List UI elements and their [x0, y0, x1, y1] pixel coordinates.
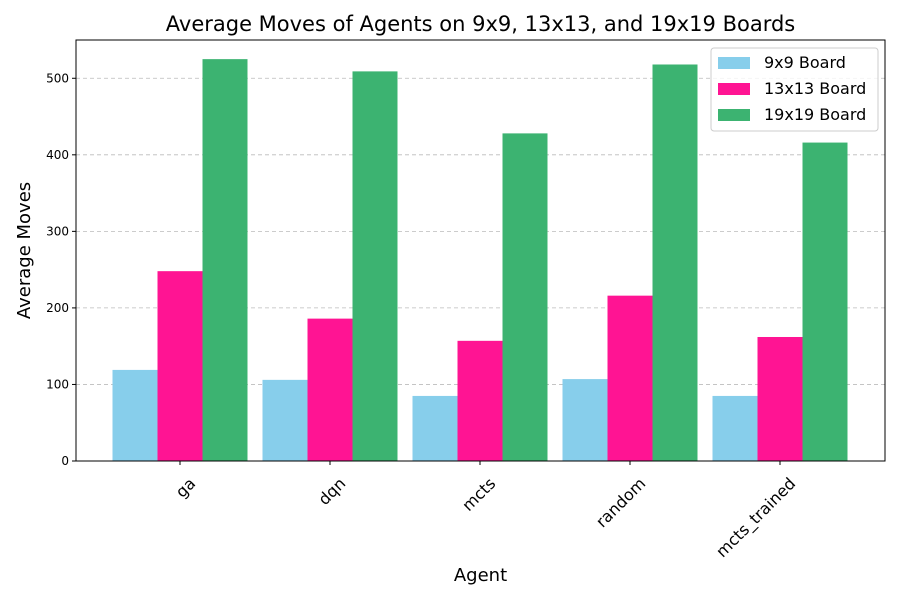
legend-label: 19x19 Board [764, 105, 866, 124]
bar-random-series-1 [607, 295, 653, 461]
legend-swatch [718, 109, 750, 121]
legend-label: 9x9 Board [764, 53, 846, 72]
legend: 9x9 Board 13x13 Board 19x19 Board [710, 47, 879, 132]
bar-mcts-series-1 [457, 340, 503, 461]
y-tick-label: 0 [61, 454, 69, 468]
bar-dqn-series-0 [262, 379, 308, 461]
bar-ga-series-2 [202, 59, 248, 462]
bar-mcts_trained-series-0 [712, 395, 758, 461]
bar-mcts-series-2 [502, 133, 548, 462]
bar-mcts-series-0 [412, 395, 458, 461]
bar-random-series-2 [652, 64, 698, 462]
y-axis-ticks: 0 100 200 300 400 500 [46, 71, 76, 468]
y-tick-label: 400 [46, 148, 69, 162]
y-tick-label: 300 [46, 224, 69, 238]
y-tick-label: 200 [46, 301, 69, 315]
bar-mcts_trained-series-1 [757, 336, 803, 461]
legend-swatch [718, 83, 750, 95]
bar-ga-series-1 [157, 271, 203, 461]
bar-dqn-series-1 [307, 318, 353, 461]
bars [112, 59, 848, 462]
y-axis-label: Average Moves [14, 182, 35, 319]
bar-ga-series-0 [112, 369, 158, 461]
y-tick-label: 100 [46, 377, 69, 391]
y-tick-label: 500 [46, 71, 69, 85]
chart-title: Average Moves of Agents on 9x9, 13x13, a… [166, 12, 795, 36]
bar-mcts_trained-series-2 [802, 142, 848, 461]
legend-box [710, 47, 879, 132]
legend-swatch [718, 57, 750, 69]
bar-dqn-series-2 [352, 71, 398, 461]
x-axis-label: Agent [454, 565, 507, 586]
bar-random-series-0 [562, 379, 608, 461]
legend-label: 13x13 Board [764, 79, 866, 98]
